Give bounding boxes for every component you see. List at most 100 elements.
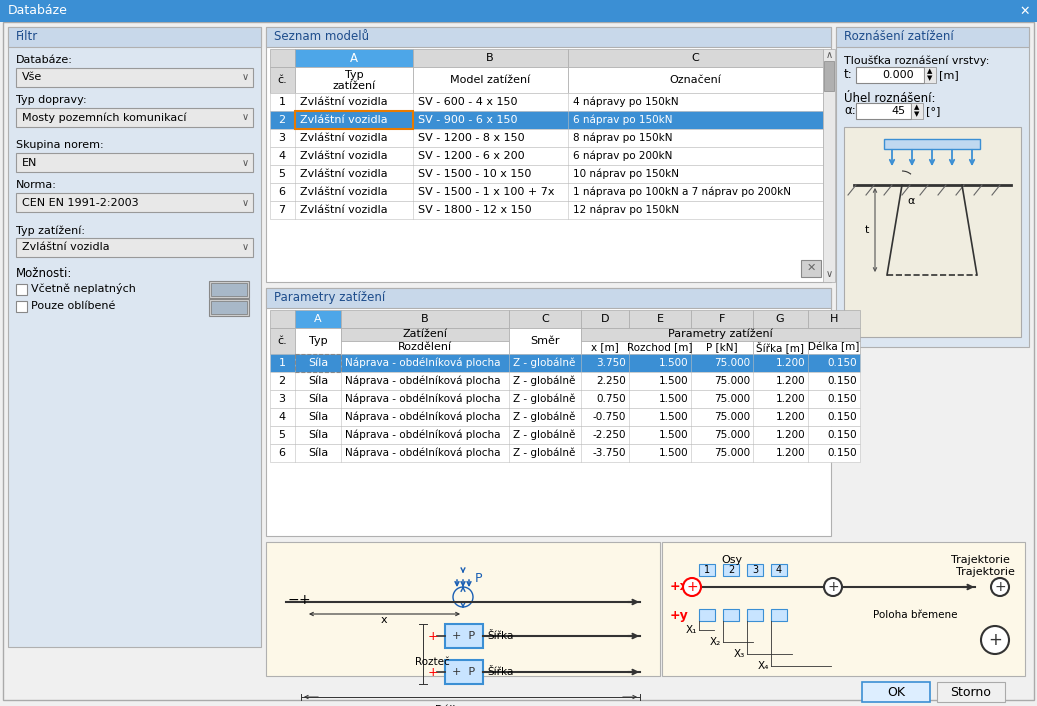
Text: Šířka: Šířka [487,631,513,641]
Text: Směr: Směr [530,336,560,346]
Text: 1.500: 1.500 [658,394,688,404]
Text: SV - 1500 - 10 x 150: SV - 1500 - 10 x 150 [418,169,531,179]
Bar [910,103,923,119]
Text: 0.000: 0.000 [882,70,914,80]
Text: +: + [686,580,698,594]
Text: P: P [475,572,482,585]
Text: -0.750: -0.750 [592,412,626,422]
Text: 2: 2 [279,115,285,125]
Text: zatížení: zatížení [333,81,375,91]
Text: Skupina norem:: Skupina norem: [16,140,104,150]
Text: č.: č. [277,75,287,85]
Text: 1: 1 [279,97,285,107]
Bar [856,103,910,119]
Text: X₂: X₂ [709,637,721,647]
Text: E: E [656,314,664,324]
Text: ▼: ▼ [915,111,920,117]
Text: +  P: + P [452,631,476,641]
Text: F: F [719,314,725,324]
Text: 0.150: 0.150 [828,394,857,404]
Text: 2: 2 [728,565,734,575]
Text: Rozdělení: Rozdělení [398,342,452,352]
Text: B: B [421,314,429,324]
Text: 75.000: 75.000 [713,376,750,386]
Text: -2.250: -2.250 [592,430,626,440]
Text: Zvláštní vozidla: Zvláštní vozidla [300,97,388,107]
Text: Náprava - obdélníková plocha: Náprava - obdélníková plocha [345,430,501,441]
Bar [770,609,787,621]
Text: C: C [691,53,699,63]
Text: Zvláštní vozidla: Zvláštní vozidla [22,242,110,253]
Text: 1.500: 1.500 [658,376,688,386]
Text: 0.150: 0.150 [828,358,857,368]
Text: 1.200: 1.200 [776,358,805,368]
Text: Šířka [m]: Šířka [m] [756,341,804,353]
Text: 1.200: 1.200 [776,430,805,440]
Text: ∨: ∨ [825,269,833,279]
Bar [270,354,860,372]
Text: X₃: X₃ [734,649,745,659]
Bar [509,328,581,354]
Text: SV - 1200 - 6 x 200: SV - 1200 - 6 x 200 [418,151,525,161]
Text: 3.750: 3.750 [596,358,626,368]
Text: Poloha břemene: Poloha břemene [873,610,957,620]
Text: x [m]: x [m] [591,342,619,352]
Bar [270,408,860,426]
Text: Rozteč: Rozteč [415,657,450,667]
Text: +: + [427,630,439,642]
Bar [413,67,568,93]
Text: ∨: ∨ [242,198,249,208]
Bar [209,299,249,316]
Text: t: t [865,225,869,235]
Text: B: B [486,53,494,63]
Text: Tloušťka roznášení vrstvy:: Tloušťka roznášení vrstvy: [844,55,989,66]
Bar [270,67,295,93]
Bar [270,49,295,67]
Text: Zvláštní vozidla: Zvláštní vozidla [300,133,388,143]
Text: 1.500: 1.500 [658,430,688,440]
Text: Zvláštní vozidla: Zvláštní vozidla [300,205,388,215]
Bar [270,372,860,390]
Text: SV - 1200 - 8 x 150: SV - 1200 - 8 x 150 [418,133,525,143]
Bar [8,27,261,47]
Bar [836,27,1029,47]
Text: x: x [381,615,387,625]
Text: Náprava - obdélníková plocha: Náprava - obdélníková plocha [345,358,501,369]
Text: Náprava - obdélníková plocha: Náprava - obdélníková plocha [345,412,501,422]
Text: C: C [541,314,549,324]
Text: Z - globálně: Z - globálně [513,394,576,405]
Bar [211,301,247,314]
Bar [295,328,341,354]
Text: 4: 4 [776,565,782,575]
Text: ∨: ∨ [242,157,249,167]
Text: Délka [m]: Délka [m] [808,342,860,352]
Bar [267,288,831,536]
Text: Délka: Délka [436,705,465,706]
Bar [699,564,714,576]
Bar [844,127,1021,337]
Text: Trajektorie: Trajektorie [955,567,1014,577]
Text: 8 náprav po 150kN: 8 náprav po 150kN [573,133,673,143]
Text: G: G [776,314,784,324]
Text: 4 nápravy po 150kN: 4 nápravy po 150kN [573,97,678,107]
Text: Síla: Síla [308,412,328,422]
Text: 1.500: 1.500 [658,448,688,458]
Text: Seznam modelů: Seznam modelů [274,30,369,44]
Text: Typ: Typ [344,70,363,80]
Text: +: + [427,666,439,678]
Text: Model zatížení: Model zatížení [450,75,530,85]
Text: H: H [830,314,838,324]
Text: Storno: Storno [951,686,991,698]
Bar [270,390,860,408]
Bar [856,67,924,83]
Bar [629,341,691,354]
Text: A: A [314,314,321,324]
Bar [723,609,739,621]
Text: Z - globálně: Z - globálně [513,358,576,369]
Text: Síla: Síla [308,394,328,404]
Bar [16,193,253,212]
Bar [747,564,763,576]
Text: Databáze:: Databáze: [16,55,73,65]
Bar [295,67,413,93]
Text: 2.250: 2.250 [596,376,626,386]
